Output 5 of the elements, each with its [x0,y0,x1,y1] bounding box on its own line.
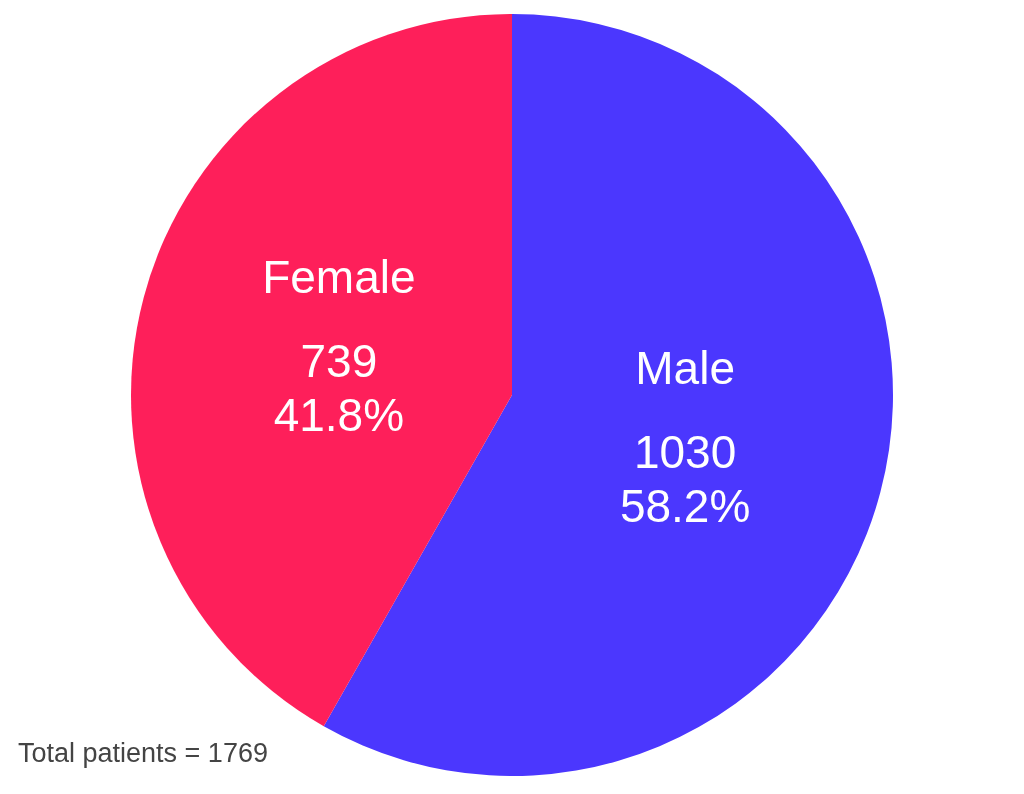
data-label: 739 41.8% [273,334,405,441]
text: Total patients = 1769 [18,738,268,769]
slice-label: Female [262,250,416,303]
data-label: 1030 58.2% [619,426,751,533]
slice-label: Male [635,342,735,395]
